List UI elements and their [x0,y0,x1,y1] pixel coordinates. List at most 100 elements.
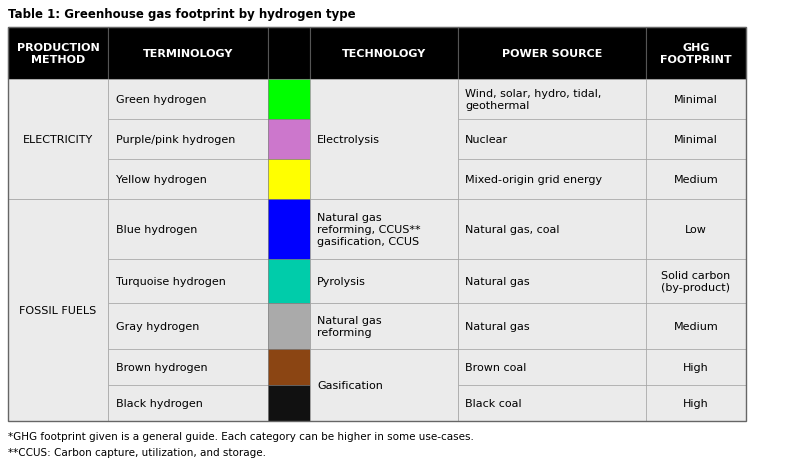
Text: Minimal: Minimal [674,95,718,105]
Text: Minimal: Minimal [674,134,718,145]
Text: Black hydrogen: Black hydrogen [116,398,203,408]
Bar [108,385,268,421]
Bar [458,303,646,349]
Bar [646,259,746,303]
Bar [268,385,310,421]
Bar [8,349,108,385]
Bar [310,349,458,421]
Text: Brown hydrogen: Brown hydrogen [116,362,207,372]
Bar [268,80,310,120]
Text: Green hydrogen: Green hydrogen [116,95,207,105]
Bar [8,200,108,421]
Text: *GHG footprint given is a general guide. Each category can be higher in some use: *GHG footprint given is a general guide.… [8,431,474,441]
Bar [268,303,310,349]
Bar [646,303,746,349]
Bar [108,200,268,259]
Bar [646,80,746,120]
Text: Brown coal: Brown coal [465,362,526,372]
Bar [8,80,108,120]
Bar [108,349,268,385]
Text: Table 1: Greenhouse gas footprint by hydrogen type: Table 1: Greenhouse gas footprint by hyd… [8,8,355,21]
Bar [108,28,268,80]
Bar [458,349,646,385]
Text: Pyrolysis: Pyrolysis [317,276,366,286]
Bar [310,303,458,349]
Text: GHG
FOOTPRINT: GHG FOOTPRINT [660,43,732,65]
Bar [458,80,646,120]
Bar [310,200,458,259]
Text: Low: Low [685,224,707,235]
Bar [268,28,310,80]
Bar [268,385,310,421]
Text: Solid carbon
(by-product): Solid carbon (by-product) [661,271,731,292]
Text: High: High [683,362,709,372]
Text: FOSSIL FUELS: FOSSIL FUELS [19,305,97,315]
Text: Electrolysis: Electrolysis [317,134,380,145]
Text: Natural gas, coal: Natural gas, coal [465,224,560,235]
Bar [268,349,310,385]
Bar [8,160,108,200]
Text: Mixed-origin grid energy: Mixed-origin grid energy [465,174,602,185]
Text: **CCUS: Carbon capture, utilization, and storage.: **CCUS: Carbon capture, utilization, and… [8,447,266,457]
Bar [268,259,310,303]
Text: Natural gas
reforming: Natural gas reforming [317,315,382,337]
Text: Purple/pink hydrogen: Purple/pink hydrogen [116,134,235,145]
Bar [310,200,458,259]
Bar [108,303,268,349]
Bar [310,80,458,120]
Bar [108,160,268,200]
Text: Nuclear: Nuclear [465,134,508,145]
Bar [268,160,310,200]
Bar [268,349,310,385]
Text: Gasification: Gasification [317,380,383,390]
Bar [268,160,310,200]
Bar [268,259,310,303]
Text: PRODUCTION
METHOD: PRODUCTION METHOD [17,43,99,65]
Bar [646,349,746,385]
Bar [310,120,458,160]
Text: Blue hydrogen: Blue hydrogen [116,224,197,235]
Bar [646,28,746,80]
Bar [310,259,458,303]
Bar [108,80,268,120]
Bar [268,200,310,259]
Text: Medium: Medium [673,321,719,331]
Bar [458,385,646,421]
Bar [310,349,458,385]
Bar [8,259,108,303]
Bar [310,160,458,200]
Text: TECHNOLOGY: TECHNOLOGY [342,49,426,59]
Bar [458,120,646,160]
Bar [646,120,746,160]
Bar [458,28,646,80]
Bar [458,160,646,200]
Bar [8,303,108,349]
Text: Turquoise hydrogen: Turquoise hydrogen [116,276,226,286]
Bar [646,160,746,200]
Bar [646,200,746,259]
Bar [8,28,746,421]
Text: Gray hydrogen: Gray hydrogen [116,321,200,331]
Bar [268,120,310,160]
Bar [268,200,310,259]
Bar [310,80,458,200]
Text: Yellow hydrogen: Yellow hydrogen [116,174,207,185]
Bar [268,80,310,120]
Bar [108,259,268,303]
Bar [8,80,108,200]
Text: Wind, solar, hydro, tidal,
geothermal: Wind, solar, hydro, tidal, geothermal [465,89,601,111]
Bar [458,259,646,303]
Bar [310,385,458,421]
Bar [8,200,108,259]
Bar [268,303,310,349]
Bar [108,120,268,160]
Bar [458,200,646,259]
Bar [8,120,108,160]
Bar [310,303,458,349]
Text: High: High [683,398,709,408]
Text: Natural gas: Natural gas [465,321,529,331]
Text: TERMINOLOGY: TERMINOLOGY [143,49,233,59]
Text: POWER SOURCE: POWER SOURCE [502,49,602,59]
Bar [8,385,108,421]
Bar [268,120,310,160]
